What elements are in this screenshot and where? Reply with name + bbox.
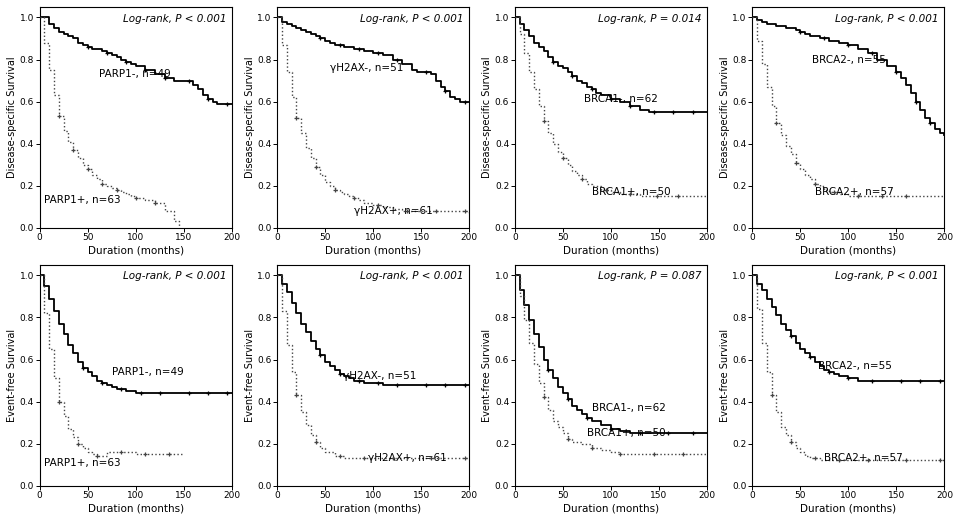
Text: BRCA2-, n=55: BRCA2-, n=55 xyxy=(812,55,886,64)
X-axis label: Duration (months): Duration (months) xyxy=(325,503,421,513)
Text: BRCA2+, n=57: BRCA2+, n=57 xyxy=(815,187,894,197)
Text: BRCA1+, n=50: BRCA1+, n=50 xyxy=(587,428,665,438)
Y-axis label: Disease-specific Survival: Disease-specific Survival xyxy=(7,57,17,178)
Text: γH2AX+, n=61: γH2AX+, n=61 xyxy=(354,206,433,216)
Text: γH2AX+, n=61: γH2AX+, n=61 xyxy=(369,453,447,463)
Text: PARP1-, n=49: PARP1-, n=49 xyxy=(111,367,183,377)
X-axis label: Duration (months): Duration (months) xyxy=(801,503,897,513)
Text: Log-rank, P = 0.014: Log-rank, P = 0.014 xyxy=(598,14,701,23)
Text: BRCA1+, n=50: BRCA1+, n=50 xyxy=(591,187,670,197)
Text: Log-rank, P < 0.001: Log-rank, P < 0.001 xyxy=(360,14,464,23)
Text: γH2AX-, n=51: γH2AX-, n=51 xyxy=(330,63,403,73)
Y-axis label: Event-free Survival: Event-free Survival xyxy=(7,329,17,422)
Text: γH2AX-, n=51: γH2AX-, n=51 xyxy=(343,371,416,381)
Text: Log-rank, P < 0.001: Log-rank, P < 0.001 xyxy=(123,14,226,23)
Text: Log-rank, P < 0.001: Log-rank, P < 0.001 xyxy=(835,14,939,23)
X-axis label: Duration (months): Duration (months) xyxy=(563,503,659,513)
Text: PARP1-, n=49: PARP1-, n=49 xyxy=(99,69,171,79)
Text: Log-rank, P < 0.001: Log-rank, P < 0.001 xyxy=(360,271,464,281)
Y-axis label: Disease-specific Survival: Disease-specific Survival xyxy=(482,57,492,178)
Y-axis label: Event-free Survival: Event-free Survival xyxy=(482,329,492,422)
Y-axis label: Disease-specific Survival: Disease-specific Survival xyxy=(720,57,730,178)
Text: BRCA1-, n=62: BRCA1-, n=62 xyxy=(591,403,665,413)
Y-axis label: Disease-specific Survival: Disease-specific Survival xyxy=(245,57,254,178)
X-axis label: Duration (months): Duration (months) xyxy=(87,503,183,513)
X-axis label: Duration (months): Duration (months) xyxy=(325,245,421,255)
Text: PARP1+, n=63: PARP1+, n=63 xyxy=(44,458,121,467)
X-axis label: Duration (months): Duration (months) xyxy=(87,245,183,255)
Text: BRCA2+, n=57: BRCA2+, n=57 xyxy=(825,453,903,463)
Text: Log-rank, P = 0.087: Log-rank, P = 0.087 xyxy=(598,271,701,281)
Text: Log-rank, P < 0.001: Log-rank, P < 0.001 xyxy=(123,271,226,281)
Text: PARP1+, n=63: PARP1+, n=63 xyxy=(44,196,121,205)
Text: BRCA1-, n=62: BRCA1-, n=62 xyxy=(584,95,658,105)
Y-axis label: Event-free Survival: Event-free Survival xyxy=(720,329,730,422)
Y-axis label: Event-free Survival: Event-free Survival xyxy=(245,329,254,422)
X-axis label: Duration (months): Duration (months) xyxy=(801,245,897,255)
X-axis label: Duration (months): Duration (months) xyxy=(563,245,659,255)
Text: BRCA2-, n=55: BRCA2-, n=55 xyxy=(818,361,892,371)
Text: Log-rank, P < 0.001: Log-rank, P < 0.001 xyxy=(835,271,939,281)
